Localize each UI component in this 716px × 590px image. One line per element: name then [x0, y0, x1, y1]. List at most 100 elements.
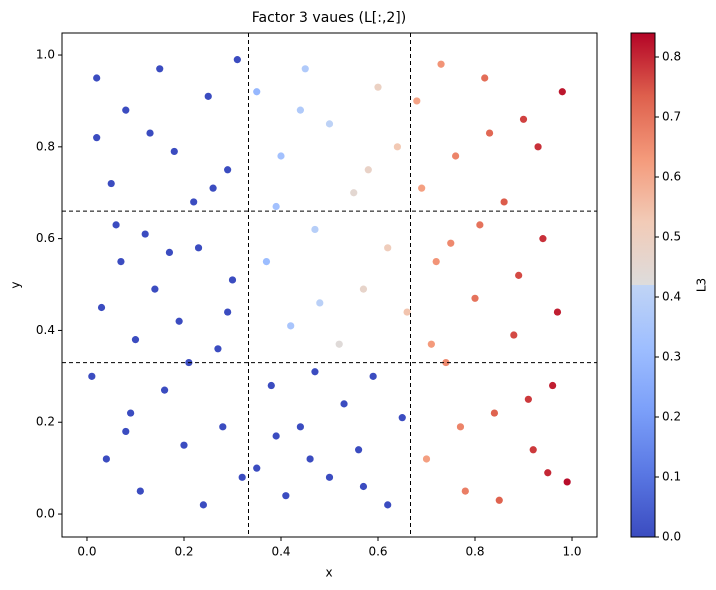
- point: [524, 395, 532, 403]
- x-tick-label: 0.8: [465, 545, 484, 559]
- point: [112, 221, 120, 229]
- point: [325, 473, 334, 481]
- point: [413, 97, 421, 105]
- point: [190, 198, 198, 206]
- point: [165, 248, 174, 257]
- point: [117, 257, 125, 266]
- point: [418, 184, 426, 192]
- point: [88, 372, 96, 380]
- point: [384, 501, 392, 509]
- point: [102, 455, 110, 463]
- point: [422, 455, 431, 463]
- point: [180, 441, 188, 449]
- point: [403, 308, 411, 316]
- colorbar-label: L3: [695, 278, 709, 292]
- point: [529, 446, 537, 454]
- point: [156, 65, 164, 73]
- y-tick-label: 1.0: [36, 48, 55, 62]
- point: [233, 56, 241, 64]
- point: [553, 308, 562, 316]
- point: [311, 368, 319, 376]
- colorbar: [630, 32, 656, 538]
- x-tick-label: 0.0: [77, 545, 96, 559]
- point: [306, 455, 314, 463]
- point: [481, 74, 489, 82]
- point: [199, 501, 207, 509]
- colorbar-tick-label: 0.6: [662, 170, 681, 184]
- point: [350, 189, 358, 197]
- point: [228, 276, 237, 284]
- point: [296, 106, 304, 114]
- point: [253, 464, 261, 472]
- y-axis-label: y: [9, 281, 23, 288]
- point: [359, 482, 368, 491]
- point: [262, 257, 271, 266]
- point: [146, 129, 154, 137]
- x-axis-label: x: [325, 566, 332, 580]
- point: [461, 487, 469, 495]
- point: [170, 147, 178, 156]
- point: [447, 239, 455, 247]
- point: [253, 88, 261, 96]
- colorbar-tick-label: 0.3: [662, 350, 681, 364]
- chart-title: Factor 3 vaues (L[:,2]): [252, 10, 406, 26]
- point: [224, 308, 232, 316]
- plot-frame: [61, 32, 598, 538]
- y-tick-label: 0.6: [36, 231, 55, 245]
- point: [340, 400, 348, 408]
- x-tick-label: 0.4: [271, 545, 290, 559]
- point: [282, 492, 290, 500]
- point: [272, 432, 280, 440]
- point: [359, 285, 368, 293]
- point: [384, 244, 392, 252]
- point: [160, 386, 169, 394]
- point: [364, 166, 372, 174]
- colorbar-tick-label: 0.2: [662, 410, 681, 424]
- point: [238, 473, 246, 481]
- point: [204, 92, 212, 100]
- colorbar-tick-label: 0.4: [662, 290, 681, 304]
- point: [107, 179, 115, 188]
- point: [432, 257, 440, 266]
- colorbar-tick-label: 0.7: [662, 110, 681, 124]
- point: [539, 235, 547, 243]
- point: [194, 244, 203, 252]
- point: [127, 409, 135, 417]
- point: [558, 88, 566, 96]
- point: [437, 60, 445, 68]
- point: [296, 423, 304, 431]
- point: [335, 340, 343, 348]
- x-tick-label: 0.6: [368, 545, 387, 559]
- point: [369, 372, 377, 380]
- point: [452, 152, 460, 160]
- point: [355, 446, 363, 454]
- point: [287, 322, 295, 330]
- point: [471, 294, 479, 302]
- point: [311, 225, 319, 234]
- colorbar-tick-label: 0.8: [662, 50, 681, 64]
- point: [151, 285, 159, 293]
- point: [549, 381, 557, 390]
- point: [224, 166, 232, 174]
- point: [122, 106, 130, 114]
- point: [476, 221, 484, 229]
- colorbar-tick-label: 0.5: [662, 230, 681, 244]
- point: [325, 120, 334, 128]
- point: [544, 469, 552, 477]
- point: [122, 427, 130, 436]
- point: [427, 340, 435, 348]
- point: [301, 65, 309, 73]
- point: [267, 381, 275, 390]
- point: [398, 414, 406, 422]
- point: [510, 331, 518, 339]
- point: [209, 184, 217, 192]
- point: [316, 299, 324, 307]
- point: [515, 271, 523, 279]
- point: [93, 74, 101, 82]
- point: [534, 143, 542, 151]
- point: [500, 198, 508, 206]
- point: [136, 487, 144, 495]
- point: [490, 409, 499, 417]
- point: [393, 143, 402, 151]
